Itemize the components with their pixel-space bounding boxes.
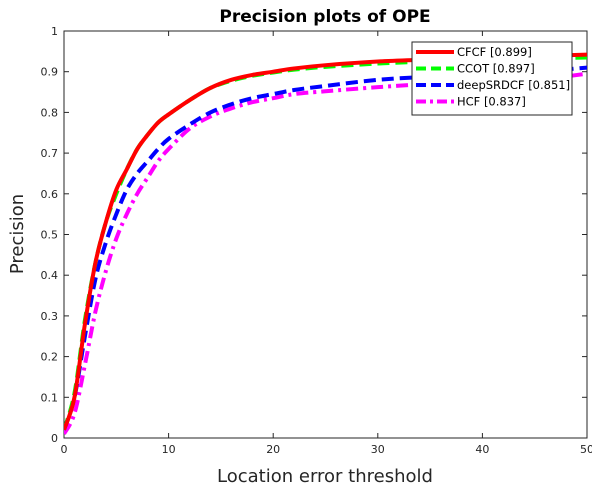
x-tick-label: 0 — [61, 443, 68, 456]
x-tick-label: 30 — [371, 443, 385, 456]
x-tick-label: 20 — [266, 443, 280, 456]
chart-title: Precision plots of OPE — [219, 7, 430, 27]
y-axis-label: Precision — [7, 194, 28, 274]
y-tick-label: 1 — [51, 25, 58, 38]
x-axis-label: Location error threshold — [217, 466, 433, 487]
y-tick-label: 0.1 — [41, 391, 59, 404]
y-tick-label: 0.5 — [41, 229, 59, 242]
y-tick-label: 0.8 — [41, 106, 59, 119]
y-tick-label: 0 — [51, 432, 58, 445]
legend: CFCF [0.899] CCOT [0.897] deepSRDCF [0.851… — [411, 41, 573, 116]
y-tick-label: 0.6 — [41, 188, 59, 201]
y-tick-label: 0.4 — [41, 269, 59, 282]
series-line-deepsrdcf — [64, 65, 587, 431]
y-tick-label: 0.3 — [41, 310, 59, 323]
y-tick-label: 0.2 — [41, 351, 59, 364]
x-tick-label: 50 — [580, 443, 592, 456]
y-tick-label: 0.7 — [41, 147, 59, 160]
legend-entry: CFCF [0.899] — [457, 45, 532, 59]
series-line-hcf — [64, 71, 587, 435]
series-line-cfcf — [64, 52, 587, 431]
x-tick-label: 40 — [475, 443, 489, 456]
y-tick-label: 0.9 — [41, 66, 59, 79]
legend-entry: deepSRDCF [0.851] — [457, 78, 570, 92]
legend-entry: HCF [0.837] — [457, 95, 526, 109]
series-group — [64, 52, 587, 435]
x-tick-label: 10 — [162, 443, 176, 456]
legend-entry: CCOT [0.897] — [457, 62, 535, 76]
